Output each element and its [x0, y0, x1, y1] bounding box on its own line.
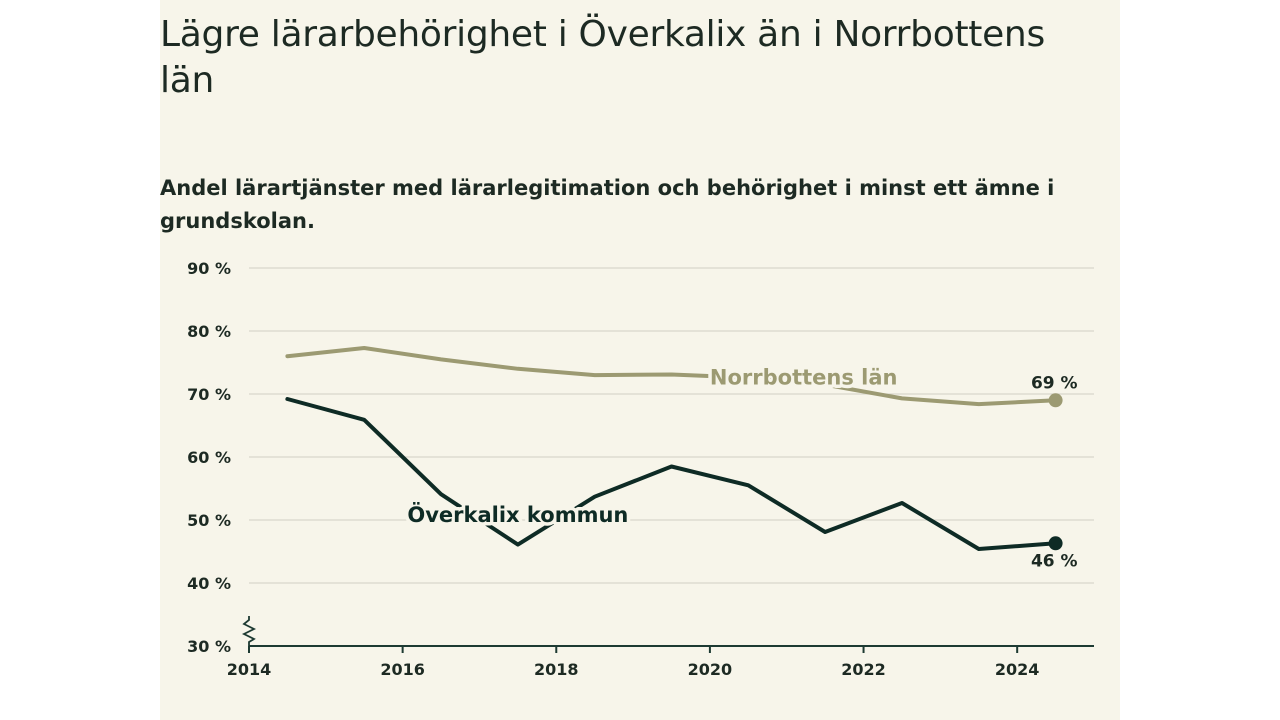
x-tick-label: 2018 [534, 660, 579, 679]
series-labels: 69 % 46 % Norrbottens län Överkalix kommun [404, 362, 1078, 571]
y-tick-label: 60 % [187, 448, 231, 467]
series-end-value-label: 46 % [1031, 551, 1078, 571]
y-tick-label: 30 % [187, 637, 231, 656]
axes: 30 % 40 % 50 % 60 % 70 % 80 % 90 % 2014 2016 2018… [187, 259, 1094, 679]
series-end-marker [1048, 536, 1063, 551]
chart-card [160, 0, 1120, 720]
series-end-value-label: 69 % [1031, 373, 1078, 393]
chart-title: Lägre lärarbehörighet i Överkalix än i N… [160, 14, 1045, 101]
axis-break-icon [241, 616, 257, 646]
series-end-marker [1048, 393, 1063, 408]
x-tick-label: 2014 [227, 660, 272, 679]
x-tick-label: 2022 [841, 660, 886, 679]
series-name-label: Överkalix kommun [407, 502, 628, 527]
series-line [285, 397, 1058, 551]
y-tick-label: 80 % [187, 322, 231, 341]
gridlines [249, 267, 1094, 584]
y-tick-label: 90 % [187, 259, 231, 278]
y-tick-label: 70 % [187, 385, 231, 404]
series-line [285, 346, 1058, 407]
series-lines [285, 346, 1063, 551]
x-tick-label: 2024 [995, 660, 1040, 679]
x-tick-label: 2020 [688, 660, 733, 679]
line-chart: 30 % 40 % 50 % 60 % 70 % 80 % 90 % 2014 2016 2018… [187, 259, 1094, 679]
y-tick-label: 50 % [187, 511, 231, 530]
series-name-label: Norrbottens län [710, 366, 898, 390]
chart-subtitle: Andel lärartjänster med lärarlegitimatio… [160, 176, 1055, 233]
x-tick-label: 2016 [380, 660, 425, 679]
y-tick-label: 40 % [187, 574, 231, 593]
